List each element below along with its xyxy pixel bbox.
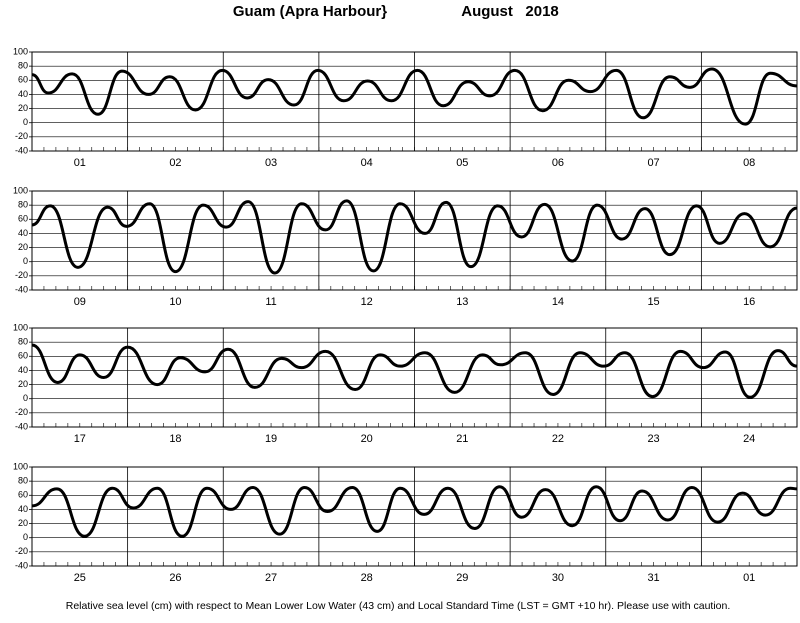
- x-tick-label: 27: [265, 572, 277, 584]
- y-tick-label: -20: [15, 270, 28, 280]
- x-tick-label: 29: [456, 572, 468, 584]
- x-tick-label: 01: [743, 572, 755, 584]
- plot-frame: [31, 51, 798, 152]
- x-tick-label: 24: [743, 433, 755, 445]
- x-tick-label: 31: [647, 572, 659, 584]
- y-tick-label: 40: [18, 504, 28, 514]
- x-tick-label: 04: [361, 157, 373, 169]
- tide-line: [31, 343, 798, 399]
- x-tick-label: 16: [743, 296, 755, 308]
- chart-title: Guam (Apra Harbour}: [233, 3, 387, 20]
- x-tick-label: 28: [361, 572, 373, 584]
- x-tick-label: 20: [361, 433, 373, 445]
- y-tick-label: 0: [23, 117, 28, 127]
- x-tick-label: 06: [552, 157, 564, 169]
- x-tick-label: 03: [265, 157, 277, 169]
- x-tick-label: 22: [552, 433, 564, 445]
- x-tick-label: 07: [647, 157, 659, 169]
- footnote: Relative sea level (cm) with respect to …: [66, 600, 731, 612]
- y-tick-label: 40: [18, 228, 28, 238]
- x-tick-label: 18: [169, 433, 181, 445]
- y-tick-label: 20: [18, 103, 28, 113]
- tide-line: [31, 199, 798, 275]
- x-tick-label: 15: [647, 296, 659, 308]
- x-tick-label: 30: [552, 572, 564, 584]
- x-tick-label: 13: [456, 296, 468, 308]
- x-tick-label: 17: [74, 433, 86, 445]
- y-tick-label: 20: [18, 518, 28, 528]
- y-tick-label: 100: [13, 185, 28, 195]
- y-tick-label: 80: [18, 61, 28, 71]
- y-tick-label: -20: [15, 407, 28, 417]
- y-tick-label: 0: [23, 393, 28, 403]
- x-tick-label: 05: [456, 157, 468, 169]
- y-tick-label: 20: [18, 379, 28, 389]
- x-tick-label: 26: [169, 572, 181, 584]
- y-tick-label: 100: [13, 461, 28, 471]
- y-tick-label: -40: [15, 421, 28, 431]
- y-tick-label: 80: [18, 337, 28, 347]
- chart-period: August 2018: [461, 3, 559, 20]
- x-tick-label: 21: [456, 433, 468, 445]
- y-tick-label: 0: [23, 256, 28, 266]
- y-tick-label: -40: [15, 284, 28, 294]
- x-tick-label: 08: [743, 157, 755, 169]
- x-tick-label: 12: [361, 296, 373, 308]
- tide-line: [31, 67, 798, 126]
- y-tick-label: 100: [13, 322, 28, 332]
- y-tick-label: 60: [18, 490, 28, 500]
- y-tick-label: -20: [15, 546, 28, 556]
- y-tick-label: 20: [18, 242, 28, 252]
- y-tick-label: -40: [15, 560, 28, 570]
- x-tick-label: 25: [74, 572, 86, 584]
- plot-frame: [31, 466, 798, 567]
- x-tick-label: 19: [265, 433, 277, 445]
- y-tick-label: 60: [18, 351, 28, 361]
- tide-line: [31, 485, 798, 538]
- y-tick-label: 80: [18, 200, 28, 210]
- x-tick-label: 11: [265, 296, 276, 308]
- x-tick-label: 01: [74, 157, 86, 169]
- y-tick-label: 40: [18, 365, 28, 375]
- y-tick-label: -20: [15, 131, 28, 141]
- y-tick-label: 60: [18, 214, 28, 224]
- x-tick-label: 10: [169, 296, 181, 308]
- x-tick-label: 14: [552, 296, 564, 308]
- plot-frame: [31, 327, 798, 428]
- x-tick-label: 09: [74, 296, 86, 308]
- y-tick-label: 40: [18, 89, 28, 99]
- y-tick-label: 100: [13, 46, 28, 56]
- x-tick-label: 23: [647, 433, 659, 445]
- y-tick-label: 80: [18, 476, 28, 486]
- y-tick-label: 60: [18, 75, 28, 85]
- plot-frame: [31, 190, 798, 291]
- y-tick-label: -40: [15, 145, 28, 155]
- y-tick-label: 0: [23, 532, 28, 542]
- x-tick-label: 02: [169, 157, 181, 169]
